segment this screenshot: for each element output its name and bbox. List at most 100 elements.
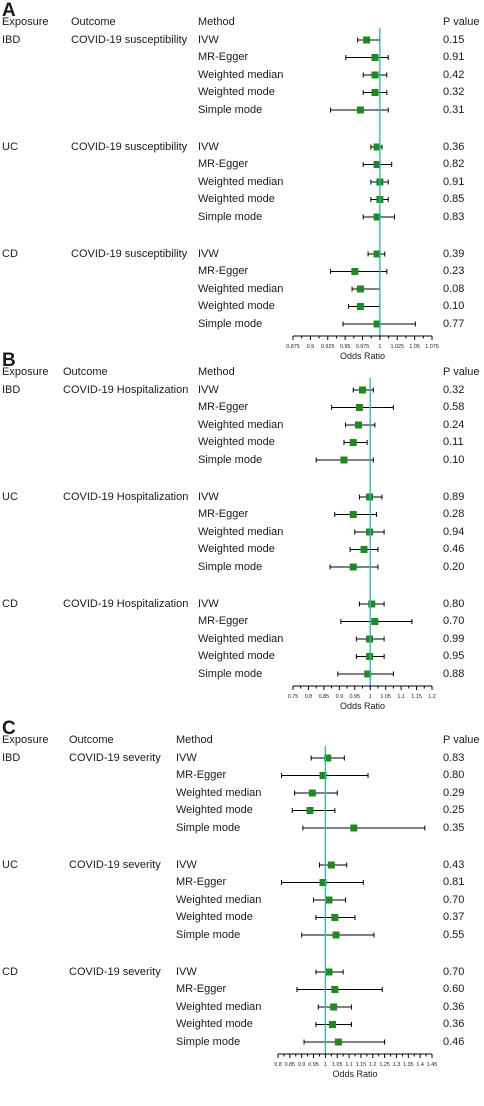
estimate-point <box>349 439 357 446</box>
panel-b: B Exposure Outcome Method P value 0.75 0.8 0.85… <box>0 350 484 720</box>
method-label: IVW <box>198 597 219 610</box>
p-value: 0.88 <box>443 667 465 680</box>
method-label: Simple mode <box>176 928 241 941</box>
outcome-label: COVID-19 Hospitalization <box>63 383 189 396</box>
method-label: Simple mode <box>198 210 263 223</box>
x-tick-label: 0.85 <box>285 1062 296 1068</box>
forest-plot-a: 0.875 0.9 0.925 0.95 0.975 1 1.025 1.05 1.075 Odd… <box>286 28 439 361</box>
p-value: 0.36 <box>443 1000 465 1013</box>
p-value: 0.36 <box>443 140 465 153</box>
estimate-point <box>340 456 348 464</box>
method-label: Weighted mode <box>198 193 275 205</box>
p-value: 0.58 <box>443 401 465 413</box>
x-axis-label: Odds Ratio <box>340 351 385 361</box>
estimate-point <box>364 670 372 678</box>
p-value: 0.82 <box>443 158 465 170</box>
estimate-point <box>373 320 381 328</box>
estimate-point <box>360 546 368 553</box>
p-value: 0.70 <box>443 965 465 978</box>
method-label: MR-Egger <box>198 265 249 277</box>
method-label: Simple mode <box>198 317 263 330</box>
estimate-point <box>319 879 327 886</box>
method-label: MR-Egger <box>198 158 249 170</box>
x-tick-label: 1.05 <box>409 344 420 350</box>
outcome-label: COVID-19 susceptibility <box>71 247 188 260</box>
exposure-label: CD <box>2 965 18 978</box>
method-label: MR-Egger <box>198 615 249 627</box>
x-tick-label: 1.075 <box>425 344 439 350</box>
panel-a: A Exposure Outcome Method P value 0.875 0.9 0.9… <box>0 0 484 362</box>
method-label: Simple mode <box>198 453 263 466</box>
x-tick-label: 1.2 <box>369 1062 377 1068</box>
method-label: Weighted mode <box>198 436 275 448</box>
x-tick-label: 1.15 <box>356 1062 367 1068</box>
x-tick-label: 0.8 <box>274 1062 282 1068</box>
p-value: 0.83 <box>443 210 465 223</box>
p-value: 0.70 <box>443 893 465 906</box>
panel-letter: C <box>2 718 16 739</box>
p-value: 0.29 <box>443 786 465 799</box>
p-value: 0.11 <box>443 436 464 448</box>
method-label: Weighted median <box>198 632 284 645</box>
method-label: IVW <box>176 751 197 764</box>
estimate-point <box>368 600 376 608</box>
p-value: 0.85 <box>443 193 465 205</box>
estimate-point <box>356 106 364 114</box>
x-tick-label: 1.15 <box>411 694 422 700</box>
estimate-point <box>349 563 357 571</box>
p-value: 0.25 <box>443 804 465 816</box>
x-tick-label: 0.9 <box>336 694 344 700</box>
outcome-label: COVID-19 susceptibility <box>71 33 188 46</box>
p-value: 0.80 <box>443 597 465 610</box>
p-value: 0.77 <box>443 317 465 330</box>
method-label: Weighted median <box>176 786 262 799</box>
header-method: Method <box>176 734 213 746</box>
x-tick-label: 1.3 <box>393 1062 401 1068</box>
method-label: MR-Egger <box>176 876 227 888</box>
outcome-label: COVID-19 susceptibility <box>71 140 188 153</box>
x-tick-label: 1.1 <box>345 1062 353 1068</box>
estimate-point <box>325 896 333 904</box>
estimate-point <box>356 303 364 310</box>
x-tick-label: 1.45 <box>427 1062 438 1068</box>
estimate-point <box>373 143 381 151</box>
estimate-point <box>371 54 379 61</box>
p-value: 0.95 <box>443 650 465 662</box>
header-outcome: Outcome <box>71 16 116 28</box>
method-label: IVW <box>198 490 219 503</box>
p-value: 0.70 <box>443 615 465 627</box>
exposure-label: IBD <box>2 33 21 46</box>
p-value: 0.91 <box>443 51 465 63</box>
forest-plot-b: 0.75 0.8 0.85 0.9 0.95 1 1.05 1.1 1.15 1.2 Odds Ra… <box>288 378 436 711</box>
method-label: Simple mode <box>176 1035 241 1048</box>
header-exposure: Exposure <box>2 366 49 378</box>
p-value: 0.80 <box>443 769 465 781</box>
x-tick-label: 1.05 <box>380 694 391 700</box>
header-exposure: Exposure <box>2 734 49 746</box>
exposure-label: CD <box>2 597 18 610</box>
x-tick-label: 0.975 <box>356 344 370 350</box>
estimate-point <box>359 386 366 394</box>
method-label: Weighted median <box>176 1000 262 1013</box>
method-label: MR-Egger <box>198 401 249 413</box>
p-value: 0.08 <box>443 282 465 295</box>
method-label: IVW <box>176 965 197 978</box>
p-value: 0.36 <box>443 1018 465 1030</box>
estimate-point <box>334 1038 342 1046</box>
estimate-point <box>308 789 316 797</box>
x-tick-label: 1 <box>378 344 381 350</box>
method-label: IVW <box>176 858 197 871</box>
header-pvalue: P value <box>443 366 480 378</box>
method-label: MR-Egger <box>176 983 227 995</box>
p-value: 0.46 <box>443 543 465 555</box>
p-value: 0.60 <box>443 983 465 995</box>
method-label: MR-Egger <box>198 51 249 63</box>
method-label: Simple mode <box>198 560 263 573</box>
estimate-point <box>354 421 362 429</box>
estimate-point <box>371 618 379 625</box>
method-label: Simple mode <box>176 821 241 834</box>
exposure-label: CD <box>2 247 18 260</box>
method-label: Weighted median <box>198 525 284 538</box>
method-label: Simple mode <box>198 667 263 680</box>
outcome-label: COVID-19 severity <box>69 751 161 764</box>
